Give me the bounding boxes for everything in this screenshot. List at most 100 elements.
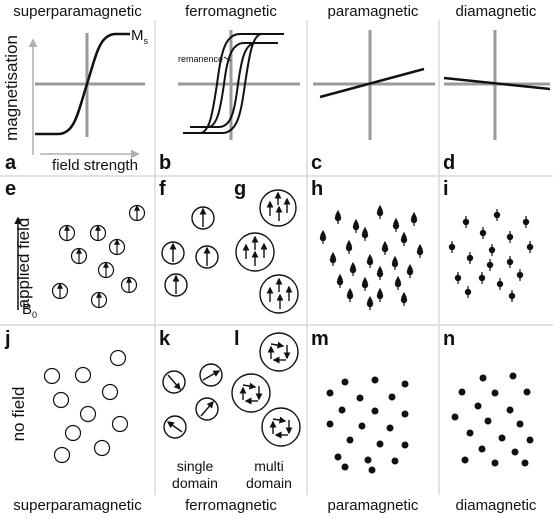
ms-label: Ms	[131, 27, 148, 46]
atom	[391, 260, 399, 268]
atom	[352, 223, 360, 231]
panel-j-particles	[43, 349, 129, 464]
atom	[376, 209, 384, 217]
atom	[488, 246, 496, 254]
panel-m-atoms	[326, 376, 409, 474]
panel-c-graph	[313, 30, 435, 140]
no-field-label: no field	[9, 386, 28, 442]
atom	[478, 274, 486, 282]
diamagnetic-line	[443, 76, 551, 91]
x-axis-label: field strength	[52, 157, 138, 174]
atom	[406, 268, 414, 276]
atom	[338, 406, 346, 414]
atom	[506, 233, 514, 241]
atom	[371, 376, 379, 384]
hysteresis-inner-lower	[190, 42, 278, 128]
hysteresis-outer-lower	[183, 33, 284, 134]
hysteresis-outer-upper	[183, 33, 284, 134]
atom	[361, 231, 369, 239]
panel-f-single-domains	[161, 206, 219, 297]
b0-label: B0	[22, 301, 38, 320]
atom	[493, 211, 501, 219]
panel-label-l: l	[234, 328, 240, 350]
single-domain-label: single domain	[172, 458, 218, 491]
atom	[516, 420, 524, 428]
multi-domain-label: multi domain	[246, 458, 292, 491]
atom	[334, 453, 342, 461]
header-paramagnetic: paramagnetic	[327, 3, 419, 20]
panel-label-k: k	[159, 328, 171, 350]
atom	[376, 440, 384, 448]
atom	[506, 258, 514, 266]
atom	[484, 417, 492, 425]
header-diamagnetic: diamagnetic	[455, 3, 537, 20]
atom	[401, 410, 409, 418]
atom	[371, 407, 379, 415]
atom	[341, 378, 349, 386]
atom	[319, 234, 327, 242]
remanence-label: remanence	[178, 54, 224, 64]
panel-d-graph	[443, 30, 551, 140]
atom	[462, 218, 470, 226]
atom	[466, 429, 474, 437]
atom	[526, 243, 534, 251]
atom	[410, 216, 418, 224]
atom	[522, 218, 530, 226]
atom	[336, 278, 344, 286]
footer-diamagnetic: diamagnetic	[455, 497, 537, 514]
panel-label-n: n	[443, 328, 456, 350]
atom	[508, 292, 516, 300]
panel-n-atoms	[451, 372, 534, 467]
atom	[391, 457, 399, 465]
atom	[376, 292, 384, 300]
panel-label-m: m	[311, 328, 329, 350]
atom	[496, 280, 504, 288]
atom	[511, 448, 519, 456]
atom	[521, 459, 529, 467]
atom	[326, 420, 334, 428]
atom	[381, 245, 389, 253]
atom	[491, 459, 499, 467]
atom	[400, 296, 408, 304]
atom	[326, 389, 334, 397]
atom	[401, 441, 409, 449]
atom	[366, 258, 374, 266]
atom	[329, 256, 337, 264]
header-ferromagnetic: ferromagnetic	[185, 3, 277, 20]
footer-superparamagnetic: superparamagnetic	[13, 497, 142, 514]
atom	[479, 374, 487, 382]
atom	[401, 380, 409, 388]
atom	[400, 236, 408, 244]
atom	[366, 300, 374, 308]
atom	[474, 402, 482, 410]
panel-a-graph	[28, 32, 145, 159]
atom	[451, 413, 459, 421]
atom	[346, 436, 354, 444]
atom	[346, 292, 354, 300]
applied-field-label: applied field	[14, 217, 33, 309]
atom	[334, 214, 342, 222]
atom	[526, 436, 534, 444]
atom	[464, 288, 472, 296]
atom	[491, 389, 499, 397]
atom	[506, 406, 514, 414]
atom	[523, 388, 531, 396]
atom	[448, 243, 456, 251]
atom	[388, 393, 396, 401]
remanence-pointer	[223, 56, 232, 62]
panel-e-particles	[51, 204, 146, 309]
panel-label-d: d	[443, 152, 456, 174]
paramagnetic-line	[319, 67, 425, 99]
atom	[368, 466, 376, 474]
atom	[358, 422, 366, 430]
atom	[394, 280, 402, 288]
atom	[416, 248, 424, 256]
atom	[386, 424, 394, 432]
panel-label-f: f	[159, 178, 166, 200]
footer-paramagnetic: paramagnetic	[327, 497, 419, 514]
panel-g-multi-domains	[235, 189, 299, 314]
atom	[461, 456, 469, 464]
panel-label-h: h	[311, 178, 324, 200]
footer-ferromagnetic: ferromagnetic	[185, 497, 277, 514]
